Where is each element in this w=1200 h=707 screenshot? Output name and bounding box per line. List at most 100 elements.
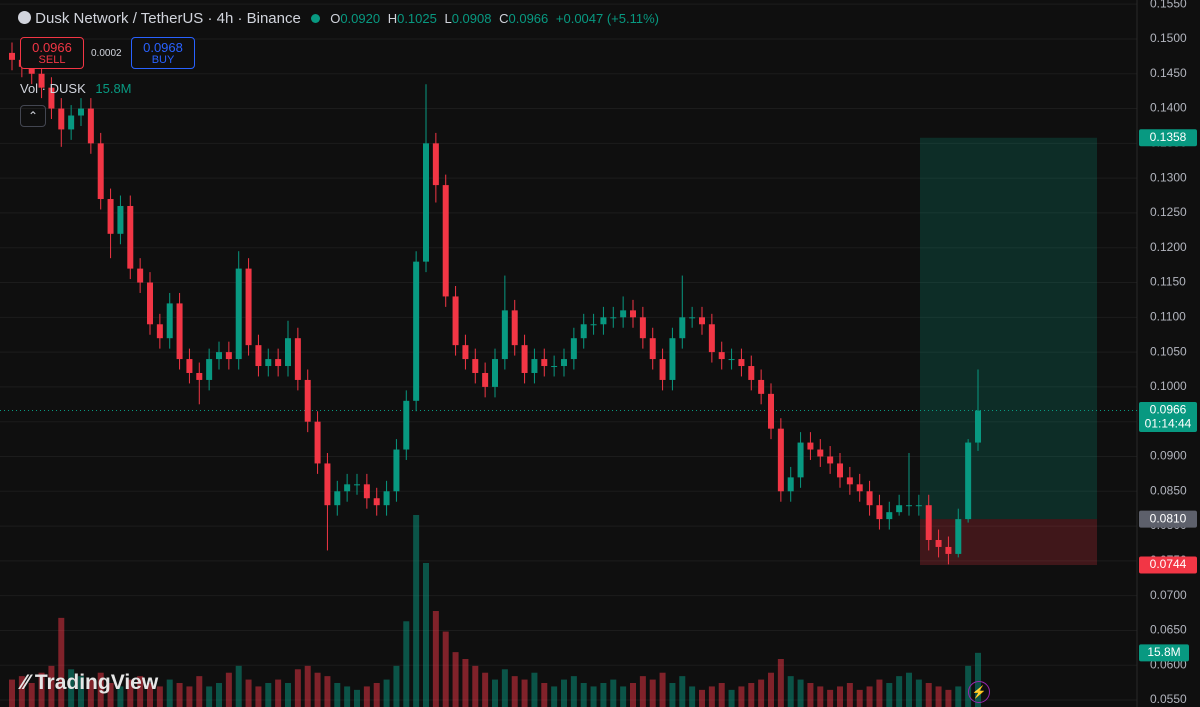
volume-bar (275, 679, 282, 707)
candle-body (334, 491, 341, 506)
volume-bar (334, 683, 341, 707)
volume-bar (216, 683, 222, 707)
y-tick-label: 0.1200 (1150, 240, 1187, 254)
volume-bar (472, 665, 479, 707)
candle-body (610, 317, 617, 319)
candle-body (777, 428, 784, 492)
candle-body (373, 498, 380, 506)
volume-bar (935, 686, 942, 707)
sell-price: 0.0966 (32, 40, 72, 55)
volume-bar (659, 672, 666, 707)
volume-bar (580, 683, 587, 707)
candle-body (955, 519, 962, 554)
volume-bar (324, 676, 331, 707)
candle-body (758, 379, 765, 394)
candle-body (975, 410, 981, 443)
price-badge-sublabel: 01:14:44 (1145, 417, 1192, 431)
candle-body (225, 352, 232, 360)
volume-bar (58, 617, 65, 707)
candle-body (718, 352, 725, 360)
candle-body (728, 359, 735, 361)
candle-body (423, 143, 429, 262)
volume-bar (827, 689, 834, 707)
volume-bar (886, 683, 893, 707)
candle-body (630, 310, 636, 318)
alert-icon[interactable]: ⚡ (968, 681, 990, 703)
candle-body (245, 268, 252, 346)
y-tick-label: 0.1100 (1150, 309, 1186, 323)
ohlc-value: 0.0966 (508, 11, 549, 26)
candle-body (255, 345, 262, 367)
brand: ⁄⁄ TradingView (22, 671, 159, 694)
spread: 0.0002 (91, 48, 122, 59)
volume-bar (235, 665, 242, 707)
volume-bar (9, 679, 15, 707)
buy-button[interactable]: 0.0968 BUY (131, 37, 195, 69)
volume-bar (176, 683, 183, 707)
candle-body (87, 108, 94, 144)
y-tick-label: 0.1050 (1150, 344, 1187, 358)
buy-price: 0.0968 (143, 40, 183, 55)
candle-body (787, 477, 794, 492)
volume-bar (649, 679, 656, 707)
candle-body (906, 505, 912, 507)
candle-body (393, 449, 400, 492)
y-tick-label: 0.0700 (1150, 588, 1187, 602)
volume-bar (186, 686, 193, 707)
candle-body (600, 317, 607, 325)
candle-body (127, 205, 134, 269)
volume-bar (48, 665, 55, 707)
candle-body (856, 484, 863, 492)
volume-bar (363, 686, 370, 707)
price-badge-label: 0.1358 (1150, 130, 1187, 144)
volume-bar (166, 679, 173, 707)
volume-bar (403, 621, 410, 707)
volume-name: Vol · DUSK (20, 81, 86, 96)
volume-bar (206, 686, 213, 707)
candle-body (649, 338, 656, 360)
volume-bar (590, 686, 597, 707)
candle-body (915, 505, 922, 507)
sell-button[interactable]: 0.0966 SELL (20, 37, 84, 69)
candle-body (383, 491, 390, 506)
candle-body (68, 115, 75, 130)
stop-zone (920, 519, 1097, 566)
volume-bar (846, 683, 853, 707)
ohlc-value: 0.1025 (397, 11, 437, 26)
candle-body (866, 491, 873, 506)
volume-bar (156, 686, 163, 707)
candle-body (511, 310, 518, 346)
volume-bar (137, 676, 144, 707)
volume-bar (28, 683, 35, 707)
candle-body (797, 442, 804, 478)
volume-bar (738, 686, 745, 707)
y-tick-label: 0.1450 (1150, 66, 1187, 80)
volume-bar (462, 659, 469, 707)
volume-bar (906, 672, 912, 707)
price-badge-label: 0.0966 (1150, 403, 1187, 417)
volume-legend: Vol · DUSK 15.8M (20, 81, 132, 96)
candle-body (551, 366, 558, 368)
volume-bar (797, 679, 804, 707)
candle-body (699, 317, 705, 325)
candle-body (748, 366, 755, 380)
candle-body (659, 359, 666, 380)
volume-bar (915, 679, 922, 707)
volume-bar (383, 679, 390, 707)
volume-bar (373, 683, 380, 707)
volume-bar (630, 683, 636, 707)
candle-body (137, 268, 144, 283)
volume-bar (97, 672, 104, 707)
candle-body (738, 359, 745, 367)
price-badge (1139, 402, 1197, 433)
volume-bar (718, 683, 725, 707)
volume-bar (393, 665, 400, 707)
candle-body (147, 282, 153, 325)
volume-bar (265, 683, 272, 707)
candle-body (807, 442, 814, 450)
volume-bar (639, 676, 646, 707)
collapse-button[interactable]: ⌃ (20, 105, 46, 127)
candle-body (945, 546, 952, 554)
volume-bar (423, 563, 429, 707)
volume-bar (68, 669, 75, 707)
